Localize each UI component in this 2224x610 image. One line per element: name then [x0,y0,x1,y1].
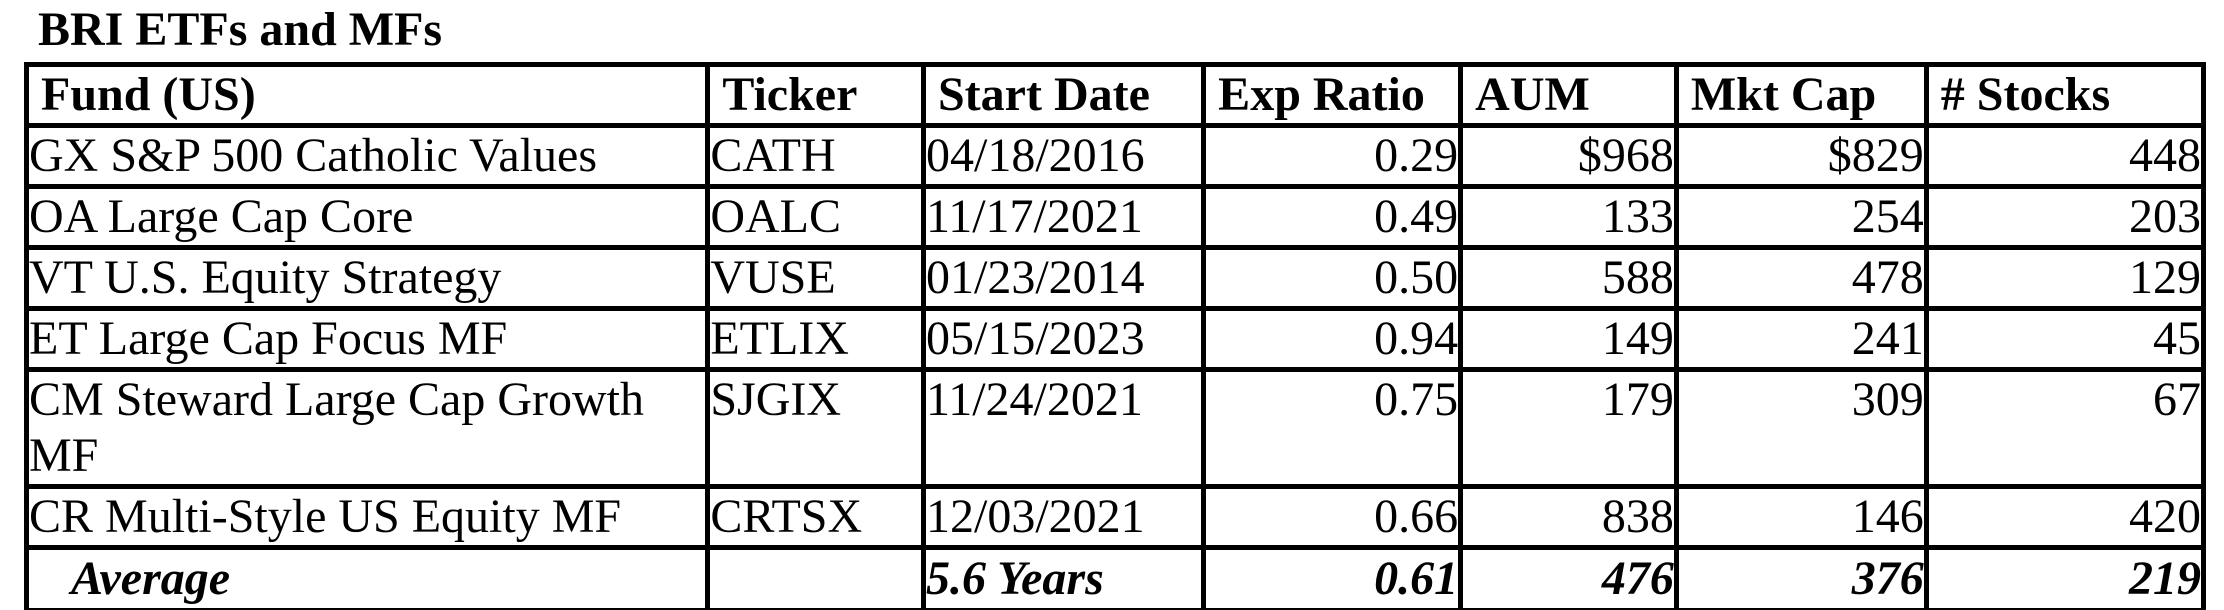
col-header-exp-ratio: Exp Ratio [1201,62,1464,128]
col-header-ticker: Ticker [705,62,926,128]
table-row: CM Steward Large Cap Growth MF SJGIX 11/… [23,367,2207,489]
stocks-cell: 420 [1923,484,2207,550]
table-body: GX S&P 500 Catholic Values CATH 04/18/20… [23,123,2207,610]
average-row: Average 5.6 Years 0.61 476 376 219 [23,545,2207,610]
ticker-cell: ETLIX [705,306,926,372]
stocks-cell: 448 [1923,123,2207,189]
start-date-cell: 12/03/2021 [920,484,1207,550]
col-header-start-date: Start Date [920,62,1207,128]
exp-ratio-cell: 0.50 [1201,245,1464,311]
aum-cell: 588 [1458,245,1679,311]
mkt-cap-cell: 309 [1673,367,1929,489]
mkt-cap-cell: 254 [1673,184,1929,250]
exp-ratio-cell: 0.75 [1201,367,1464,489]
col-header-fund: Fund (US) [23,62,711,128]
ticker-cell: CATH [705,123,926,189]
col-header-aum: AUM [1458,62,1679,128]
start-date-cell: 11/17/2021 [920,184,1207,250]
fund-name: ET Large Cap Focus MF [29,312,508,365]
stocks-cell: 45 [1923,306,2207,372]
avg-exp-ratio-cell: 0.61 [1201,545,1464,610]
aum-cell: 838 [1458,484,1679,550]
ticker-cell: SJGIX [705,367,926,489]
start-date-cell: 05/15/2023 [920,306,1207,372]
average-label-cell: Average [23,545,711,610]
fund-name: CM Steward Large Cap Growth MF [29,373,644,482]
fund-name: CR Multi-Style US Equity MF [29,490,622,543]
start-date-cell: 04/18/2016 [920,123,1207,189]
col-header-stocks: # Stocks [1923,62,2207,128]
avg-start-date-cell: 5.6 Years [920,545,1207,610]
fund-cell: CM Steward Large Cap Growth MF [23,367,711,489]
table-row: VT U.S. Equity Strategy VUSE 01/23/2014 … [23,245,2207,311]
col-header-mkt-cap: Mkt Cap [1673,62,1929,128]
start-date-cell: 11/24/2021 [920,367,1207,489]
fund-name: OA Large Cap Core [29,190,414,243]
stocks-cell: 129 [1923,245,2207,311]
fund-cell: CR Multi-Style US Equity MF [23,484,711,550]
aum-cell: 133 [1458,184,1679,250]
table-row: GX S&P 500 Catholic Values CATH 04/18/20… [23,123,2207,189]
stocks-cell: 67 [1923,367,2207,489]
aum-cell: 149 [1458,306,1679,372]
mkt-cap-cell: 478 [1673,245,1929,311]
table-row: OA Large Cap Core OALC 11/17/2021 0.49 1… [23,184,2207,250]
fund-name: VT U.S. Equity Strategy [29,251,502,304]
ticker-cell: VUSE [705,245,926,311]
start-date-cell: 01/23/2014 [920,245,1207,311]
ticker-cell: OALC [705,184,926,250]
avg-stocks-cell: 219 [1923,545,2207,610]
avg-aum-cell: 476 [1458,545,1679,610]
ticker-cell: CRTSX [705,484,926,550]
table-row: ET Large Cap Focus MF ETLIX 05/15/2023 0… [23,306,2207,372]
fund-cell: VT U.S. Equity Strategy [23,245,711,311]
header-row: Fund (US) Ticker Start Date Exp Ratio AU… [23,62,2207,128]
fund-cell: GX S&P 500 Catholic Values [23,123,711,189]
exp-ratio-cell: 0.66 [1201,484,1464,550]
aum-cell: $968 [1458,123,1679,189]
mkt-cap-cell: $829 [1673,123,1929,189]
fund-cell: ET Large Cap Focus MF [23,306,711,372]
stocks-cell: 203 [1923,184,2207,250]
exp-ratio-cell: 0.49 [1201,184,1464,250]
page-title: BRI ETFs and MFs [38,3,443,56]
mkt-cap-cell: 146 [1673,484,1929,550]
fund-name: GX S&P 500 Catholic Values [29,129,598,182]
avg-mkt-cap-cell: 376 [1673,545,1929,610]
table-row: CR Multi-Style US Equity MF CRTSX 12/03/… [23,484,2207,550]
ticker-cell [705,545,926,610]
fund-cell: OA Large Cap Core [23,184,711,250]
aum-cell: 179 [1458,367,1679,489]
exp-ratio-cell: 0.94 [1201,306,1464,372]
exp-ratio-cell: 0.29 [1201,123,1464,189]
bri-funds-table: Fund (US) Ticker Start Date Exp Ratio AU… [23,62,2207,610]
mkt-cap-cell: 241 [1673,306,1929,372]
